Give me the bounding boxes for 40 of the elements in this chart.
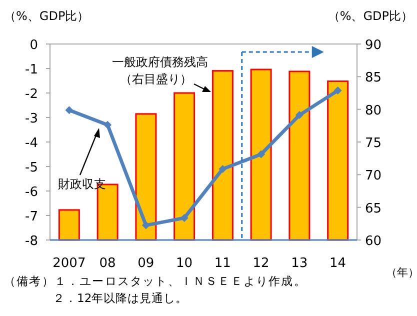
x-tick-label: 09: [138, 256, 154, 271]
point: [104, 120, 112, 129]
x-tick-label: 11: [214, 256, 231, 271]
y2-tick-label: 65: [365, 201, 382, 216]
series-label: 財政収支: [58, 177, 106, 191]
x-tick-label: 2007: [52, 256, 86, 271]
y2-tick-label: 60: [365, 234, 382, 249]
point: [180, 214, 188, 222]
series-label: 一般政府債務残高: [112, 55, 208, 69]
x-tick-label: 08: [99, 256, 116, 271]
x-tick-label: 14: [330, 256, 346, 271]
y-tick-label: -2: [25, 87, 38, 102]
text: （備考）１．ユーロスタット、ＩＮＳＥＥより作成。: [4, 274, 306, 288]
point: [65, 106, 74, 114]
y-tick-label: -6: [25, 185, 38, 200]
point: [142, 221, 150, 230]
y-tick-label: -7: [25, 210, 38, 224]
y-tick-label: -3: [25, 112, 38, 126]
annotation: （右目盛り）: [120, 72, 192, 86]
x-tick-label: 13: [291, 256, 308, 271]
y-tick-label: -4: [25, 136, 38, 151]
x-axis-title: （年）: [386, 266, 417, 279]
y2-tick-label: 80: [365, 103, 382, 118]
point: [295, 111, 304, 120]
y-tick-label: -8: [25, 234, 38, 249]
y-axis-title: （%、GDP比）: [4, 9, 90, 23]
point: [218, 164, 227, 173]
y2-tick-label: 70: [365, 168, 382, 184]
point: [257, 150, 266, 158]
point: [334, 86, 342, 95]
x-tick-label: 12: [252, 256, 270, 271]
y2-tick-label: 90: [365, 38, 382, 53]
y2-tick-label: 75: [365, 136, 382, 151]
y2-tick-label: 85: [365, 70, 382, 86]
y-tick-label: 0: [30, 38, 38, 53]
y-tick-label: -1: [25, 62, 38, 78]
y2-axis-title: （%、GDP比）: [328, 9, 413, 23]
text: ２．12年以降は見通し。: [53, 291, 188, 305]
y-tick-label: -5: [25, 160, 38, 176]
x-tick-label: 10: [176, 256, 193, 271]
